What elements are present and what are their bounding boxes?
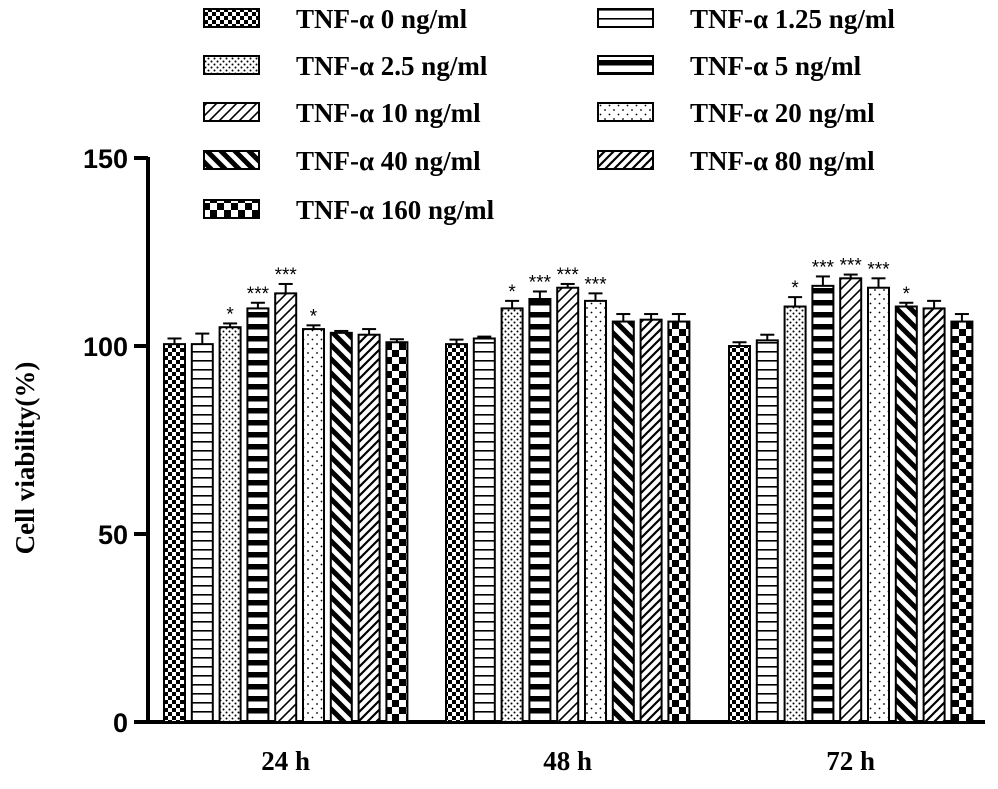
legend-label: TNF-α 40 ng/ml bbox=[296, 146, 481, 176]
bar bbox=[950, 320, 974, 723]
significance-mark: *** bbox=[275, 265, 298, 286]
bar bbox=[667, 320, 691, 723]
legend-label: TNF-α 2.5 ng/ml bbox=[296, 51, 488, 81]
legend-label: TNF-α 0 ng/ml bbox=[296, 4, 468, 34]
bar bbox=[190, 343, 214, 723]
legend-label: TNF-α 5 ng/ml bbox=[690, 51, 862, 81]
legend-swatch bbox=[597, 8, 654, 28]
legend: TNF-α 0 ng/ml TNF-α 1.25 ng/ml TNF-α 2.5 n… bbox=[203, 4, 895, 225]
significance-mark: * bbox=[791, 278, 799, 299]
legend-swatch bbox=[597, 55, 654, 75]
significance-mark: *** bbox=[867, 259, 890, 280]
x-category-label: 72 h bbox=[826, 746, 875, 776]
significance-mark: *** bbox=[840, 256, 863, 277]
x-category-label: 48 h bbox=[543, 746, 592, 776]
bar bbox=[728, 345, 751, 723]
bar bbox=[894, 305, 918, 723]
significance-mark: * bbox=[508, 282, 516, 303]
legend-swatch bbox=[203, 150, 260, 170]
bar bbox=[445, 343, 468, 723]
legend-swatch bbox=[203, 199, 260, 219]
axes: 0 50 100 150 Cell viability(%) 24 h 48 h 72 h bbox=[10, 144, 985, 776]
bar bbox=[755, 339, 779, 723]
bar bbox=[472, 337, 496, 723]
bar bbox=[302, 328, 325, 723]
bar bbox=[867, 286, 890, 723]
legend-swatch bbox=[597, 102, 654, 122]
bar bbox=[357, 333, 381, 723]
legend-label: TNF-α 80 ng/ml bbox=[690, 146, 875, 176]
y-tick-label: 150 bbox=[83, 144, 128, 174]
significance-mark: *** bbox=[247, 284, 270, 305]
legend-swatch bbox=[203, 55, 260, 75]
bar bbox=[274, 292, 298, 723]
significance-mark: *** bbox=[584, 274, 607, 295]
legend-label: TNF-α 160 ng/ml bbox=[296, 195, 495, 225]
y-axis-label: Cell viability(%) bbox=[10, 362, 40, 555]
x-category-label: 24 h bbox=[261, 746, 310, 776]
significance-mark: *** bbox=[529, 272, 552, 293]
significance-mark: * bbox=[310, 306, 318, 327]
y-tick-label: 100 bbox=[83, 332, 128, 362]
legend-swatch bbox=[597, 150, 654, 170]
legend-label: TNF-α 20 ng/ml bbox=[690, 98, 875, 128]
y-tick-label: 0 bbox=[113, 708, 128, 738]
legend-label: TNF-α 10 ng/ml bbox=[296, 98, 481, 128]
y-tick-label: 50 bbox=[98, 520, 128, 550]
bar bbox=[839, 277, 863, 723]
bar bbox=[556, 286, 580, 723]
bar bbox=[218, 326, 242, 723]
legend-swatch bbox=[203, 8, 260, 28]
significance-mark: * bbox=[226, 304, 234, 325]
significance-mark: *** bbox=[812, 257, 835, 278]
bar bbox=[639, 318, 663, 723]
bar bbox=[246, 307, 270, 723]
bar bbox=[163, 343, 186, 723]
significance-mark: * bbox=[903, 284, 911, 305]
bar bbox=[611, 320, 635, 723]
bar bbox=[811, 284, 835, 723]
legend-swatch bbox=[203, 102, 260, 122]
bar bbox=[385, 341, 409, 723]
bar bbox=[329, 331, 353, 723]
bar bbox=[528, 298, 552, 723]
significance-mark: *** bbox=[557, 265, 580, 286]
legend-label: TNF-α 1.25 ng/ml bbox=[690, 4, 895, 34]
bar bbox=[584, 299, 607, 723]
bar bbox=[783, 305, 807, 723]
bar bbox=[500, 307, 524, 723]
bars: ********* *** *** *** **** *** **** bbox=[163, 256, 974, 723]
bar bbox=[922, 307, 946, 723]
